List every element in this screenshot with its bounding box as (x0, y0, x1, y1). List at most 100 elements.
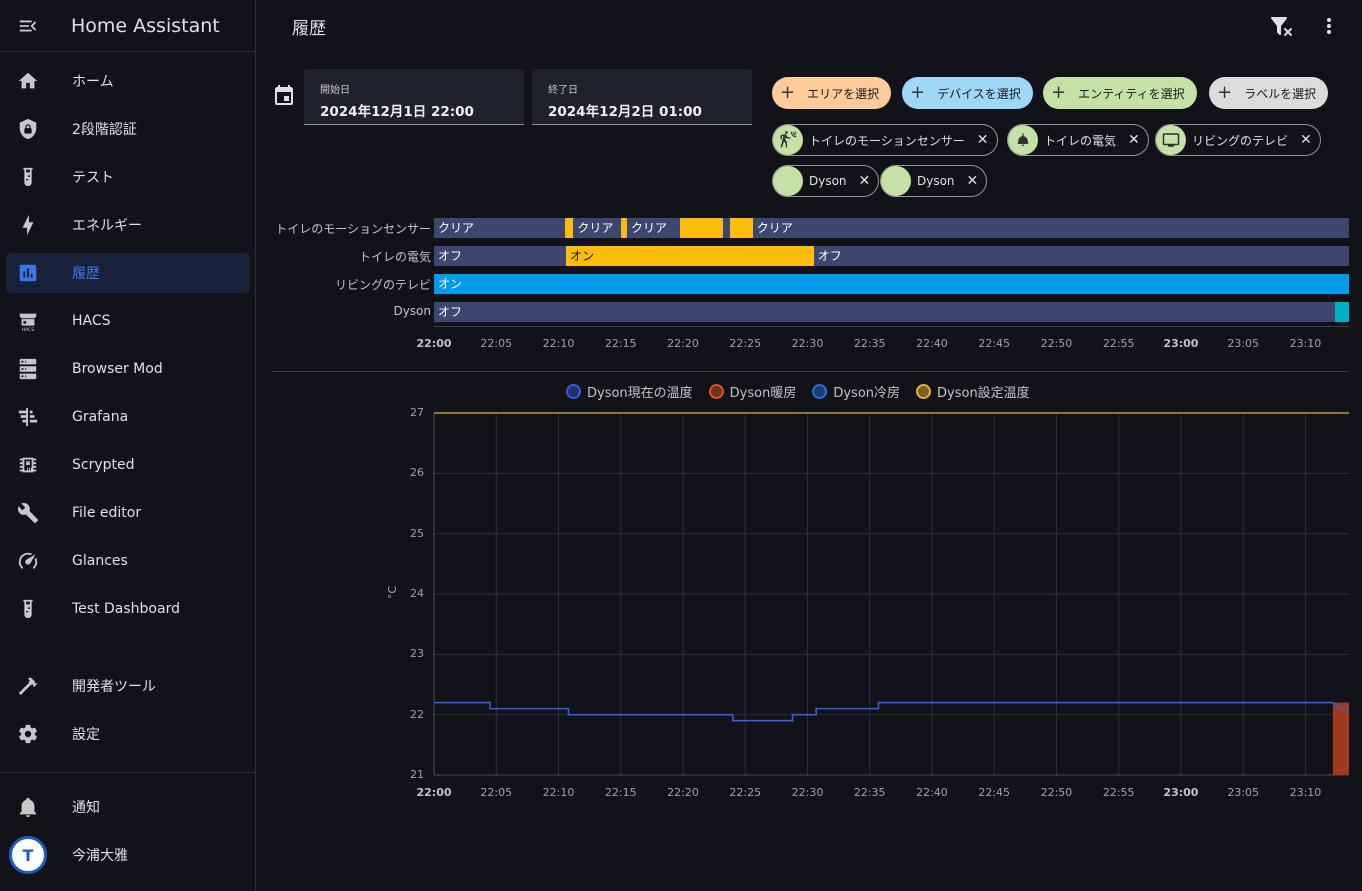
sidebar-item-hacs[interactable]: HACS HACS (6, 301, 250, 341)
remove-chip-icon[interactable]: ✕ (966, 173, 979, 189)
motion-sensor-icon (780, 131, 797, 148)
timeline-segment[interactable]: オン (434, 274, 1349, 294)
timeline-segment[interactable] (680, 218, 723, 238)
timeline-segment[interactable]: オフ (434, 302, 1336, 322)
hammer-icon (18, 677, 38, 695)
device-picker-chip[interactable]: + デバイスを選択 (902, 77, 1033, 109)
menu-collapse-button[interactable] (0, 0, 56, 52)
sidebar-header: Home Assistant (0, 0, 255, 52)
timeline-row-label: リビングのテレビ (334, 278, 431, 292)
app-title: Home Assistant (71, 14, 220, 37)
sidebar-item-scrypted[interactable]: Scrypted (6, 445, 250, 485)
sidebar-item-browser-mod[interactable]: Browser Mod (6, 349, 250, 389)
sidebar-item-label: ホーム (72, 74, 114, 90)
gear-icon (19, 724, 37, 744)
sidebar-item-notifications[interactable]: 通知 (6, 787, 250, 827)
legend-item-cooling[interactable]: Dyson冷房 (812, 382, 900, 401)
end-date-value: 2024年12月2日 01:00 (548, 104, 702, 120)
legend-item-current-temp[interactable]: Dyson現在の温度 (566, 382, 693, 401)
television-icon (1162, 133, 1180, 147)
remove-chip-icon[interactable]: ✕ (976, 132, 989, 148)
y-tick-label: 21 (410, 768, 424, 781)
entity-chip-label: Dyson (809, 174, 847, 188)
entity-chip-label: トイレの電気 (1044, 133, 1117, 148)
timeline-segment[interactable]: オン (565, 246, 814, 266)
y-tick-label: 23 (410, 647, 424, 661)
entity-chip-dyson-2[interactable]: Dyson ✕ (880, 165, 988, 197)
chip-icon (19, 457, 37, 473)
timeline-tick-label: 23:10 (1289, 337, 1322, 350)
timeline-tick-label: 23:00 (1163, 337, 1199, 350)
sidebar-item-profile[interactable]: T 今浦大雅 (6, 835, 250, 875)
entity-chip-label: リビングのテレビ (1192, 133, 1289, 148)
start-date-field[interactable]: 開始日 2024年12月1日 22:00 (304, 69, 524, 125)
legend-label: Dyson設定温度 (937, 386, 1030, 401)
timeline-segment[interactable]: クリア (434, 218, 565, 238)
y-tick-label: 24 (410, 587, 424, 600)
calendar-button[interactable] (272, 84, 296, 112)
sidebar-item-file-editor[interactable]: File editor (6, 493, 250, 533)
sidebar-item-developer-tools[interactable]: 開発者ツール (6, 666, 250, 706)
sidebar-item-glances[interactable]: Glances (6, 541, 250, 581)
entity-chip-label: トイレのモーションセンサー (809, 133, 965, 148)
legend-label: Dyson現在の温度 (587, 386, 693, 401)
timeline-segment[interactable] (564, 218, 574, 238)
calendar-icon (275, 85, 293, 105)
home-icon (18, 72, 38, 89)
timeline-segment[interactable]: クリア (573, 218, 621, 238)
x-tick-label: 22:40 (916, 786, 948, 799)
timeline-segment[interactable] (620, 218, 627, 238)
timeline-tick-label: 22:40 (916, 337, 948, 350)
timeline-segment[interactable] (722, 218, 731, 238)
entity-picker-chip[interactable]: + エンティティを選択 (1043, 77, 1197, 109)
sidebar-item-history[interactable]: 履歴 (6, 253, 250, 293)
timeline-tick-label: 22:15 (604, 337, 637, 350)
timeline-tick-label: 22:50 (1040, 337, 1073, 350)
end-date-label: 終了日 (548, 85, 578, 96)
timeline-tick-label: 22:25 (729, 337, 762, 350)
sidebar-item-label: 履歴 (72, 266, 100, 282)
label-picker-chip[interactable]: + ラベルを選択 (1209, 77, 1329, 109)
timeline-tick-label: 22:05 (480, 337, 513, 350)
timeline-segment[interactable]: クリア (752, 218, 1349, 238)
legend-item-heating[interactable]: Dyson暖房 (708, 382, 796, 401)
avatar: T (9, 836, 47, 874)
timeline-segment[interactable] (730, 218, 753, 238)
remove-chip-icon[interactable]: ✕ (1128, 132, 1140, 148)
timeline-segment[interactable]: クリア (626, 218, 681, 238)
entity-chip-dyson-1[interactable]: Dyson ✕ (772, 165, 880, 197)
sidebar-item-label: Glances (72, 553, 128, 569)
sidebar: Home Assistant ホーム 2段階認証 テスト エネルギー 履歴 HA… (0, 0, 256, 891)
lightning-icon (22, 214, 34, 236)
plus-icon: + (780, 82, 796, 103)
end-date-field[interactable]: 終了日 2024年12月2日 01:00 (532, 69, 752, 125)
entity-chip-living-tv[interactable]: リビングのテレビ ✕ (1155, 124, 1321, 156)
timeline-segment[interactable]: オフ (434, 246, 566, 266)
remove-chip-icon[interactable]: ✕ (1300, 132, 1312, 148)
chart-box-icon (19, 264, 37, 282)
entity-chip-toilet-light[interactable]: トイレの電気 ✕ (1007, 124, 1149, 156)
sidebar-item-2fa[interactable]: 2段階認証 (6, 109, 250, 149)
timeline-segment[interactable]: オフ (813, 246, 1349, 266)
sidebar-item-energy[interactable]: エネルギー (6, 205, 250, 245)
sidebar-item-label: 開発者ツール (72, 679, 156, 695)
area-picker-label: エリアを選択 (807, 86, 880, 101)
clear-filter-button[interactable] (1267, 12, 1295, 40)
sidebar-item-home[interactable]: ホーム (6, 61, 250, 101)
legend-item-target-temp[interactable]: Dyson設定温度 (916, 382, 1030, 401)
entity-chip-toilet-motion[interactable]: トイレのモーションセンサー ✕ (772, 124, 998, 156)
menu-open-icon (19, 20, 37, 31)
timeline-tick-label: 22:10 (542, 337, 575, 350)
more-options-button[interactable] (1315, 12, 1343, 40)
sidebar-item-test-dashboard[interactable]: Test Dashboard (6, 589, 250, 629)
x-tick-label: 22:45 (978, 786, 1011, 799)
x-tick-label: 22:05 (480, 786, 513, 799)
sidebar-item-grafana[interactable]: Grafana (6, 397, 250, 437)
sidebar-item-test[interactable]: テスト (6, 157, 250, 197)
remove-chip-icon[interactable]: ✕ (858, 173, 871, 189)
sidebar-item-settings[interactable]: 設定 (6, 714, 250, 754)
svg-text:HACS: HACS (22, 327, 35, 332)
timeline-segment[interactable] (1335, 302, 1349, 322)
area-picker-chip[interactable]: + エリアを選択 (772, 77, 892, 109)
x-tick-label: 22:00 (416, 786, 452, 799)
